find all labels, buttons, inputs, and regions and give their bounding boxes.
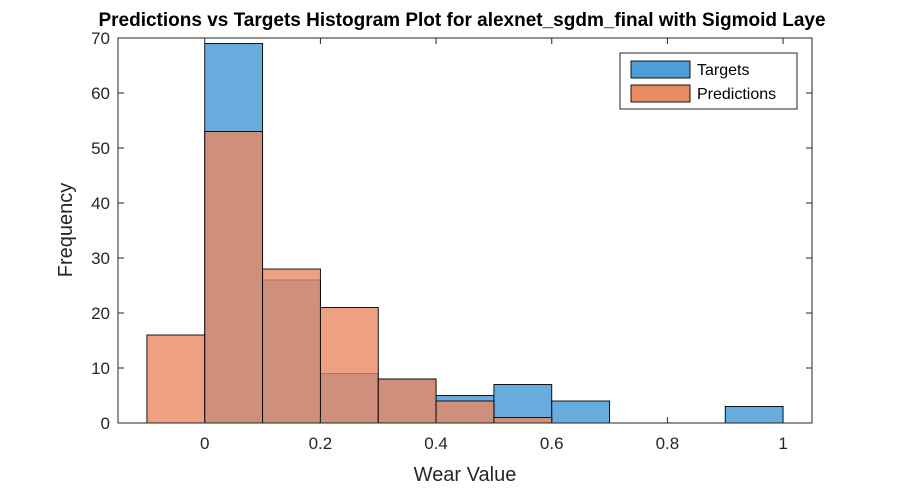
y-tick-label: 50 [91, 139, 110, 158]
predictions-bar [435, 400, 495, 424]
predictions-bar [493, 417, 553, 424]
x-tick-label: 0.6 [540, 434, 564, 453]
y-tick-label: 20 [91, 304, 110, 323]
y-tick-label: 30 [91, 249, 110, 268]
x-tick-label: 0.2 [309, 434, 333, 453]
predictions-bar [319, 307, 379, 424]
targets-bar [724, 406, 784, 424]
y-tick-label: 0 [101, 414, 110, 433]
targets-bar [551, 400, 611, 424]
x-axis-label: Wear Value [414, 464, 517, 486]
y-tick-label: 60 [91, 84, 110, 103]
x-tick-label: 0 [200, 434, 209, 453]
legend-label-targets: Targets [697, 62, 749, 79]
legend-label-predictions: Predictions [697, 86, 776, 103]
legend: Targets Predictions [619, 52, 798, 110]
y-tick-label: 40 [91, 194, 110, 213]
legend-swatch-predictions [630, 84, 691, 103]
chart-title: Predictions vs Targets Histogram Plot fo… [98, 10, 825, 31]
axes-box [117, 37, 813, 424]
legend-swatch-targets [630, 60, 691, 79]
x-tick-label: 0.4 [424, 434, 448, 453]
predictions-bar [146, 334, 206, 424]
y-tick-label: 70 [91, 29, 110, 48]
predictions-bar [262, 268, 321, 424]
bars-layer [146, 43, 784, 424]
x-tick-label: 0.8 [656, 434, 680, 453]
predictions-bar [377, 378, 437, 424]
y-tick-label: 10 [91, 359, 110, 378]
predictions-bar [204, 131, 264, 424]
y-axis-label: Frequency [55, 183, 77, 278]
x-tick-label: 1 [778, 434, 787, 453]
